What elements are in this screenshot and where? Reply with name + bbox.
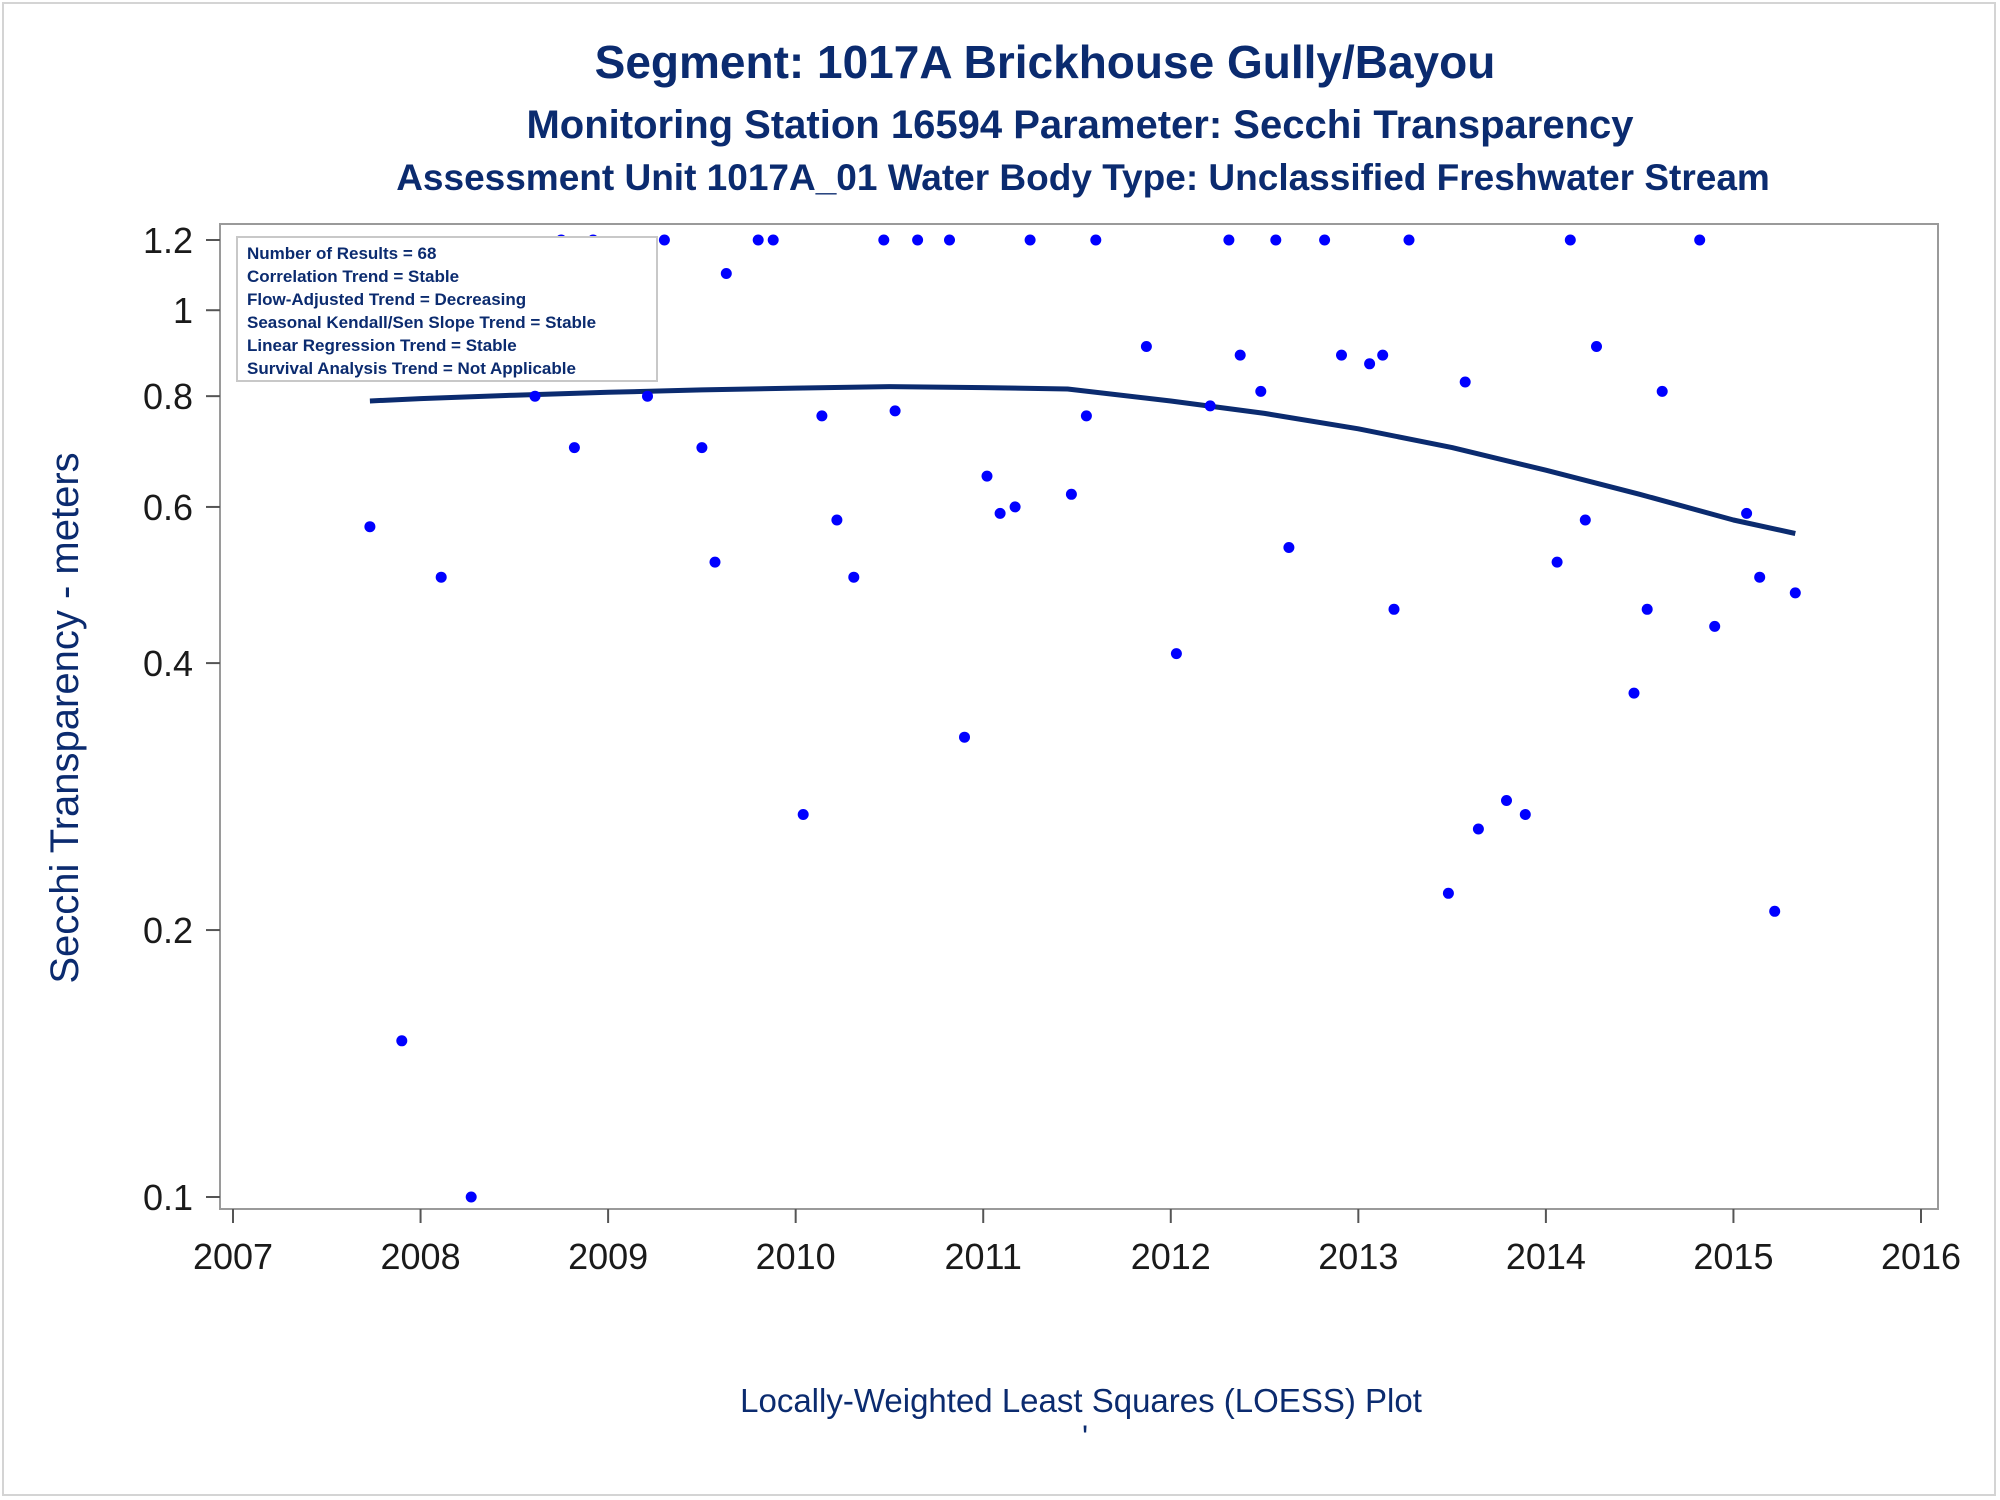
data-point-6 — [465, 1191, 477, 1203]
data-point-8 — [529, 390, 541, 402]
stats-line-correlation: Correlation Trend = Stable — [247, 267, 459, 286]
stats-line-flow-adjusted: Flow-Adjusted Trend = Decreasing — [247, 290, 526, 309]
data-point-17 — [720, 268, 732, 279]
x-axis: 2007 2008 2009 2010 2011 2012 2013 2014 2015 2016 — [193, 1209, 1961, 1277]
y-axis-title: Secchi Transparency - meters — [43, 452, 87, 983]
y-tick-label-0.4: 0.4 — [143, 643, 193, 684]
x-tick-label-2015: 2015 — [1693, 1236, 1773, 1277]
data-point-54 — [1519, 809, 1531, 820]
data-point-28 — [959, 731, 970, 743]
data-point-51 — [1459, 376, 1471, 388]
data-point-23 — [848, 571, 860, 583]
data-point-50 — [1442, 887, 1454, 899]
stats-line-linear-regression: Linear Regression Trend = Stable — [247, 336, 517, 355]
data-point-13 — [642, 390, 653, 402]
x-tick-label-2009: 2009 — [568, 1236, 648, 1277]
data-point-25 — [889, 405, 901, 417]
data-point-46 — [1364, 358, 1376, 370]
data-point-48 — [1388, 603, 1400, 615]
data-point-30 — [994, 507, 1006, 519]
data-point-21 — [816, 410, 828, 422]
data-point-34 — [1080, 410, 1092, 422]
data-point-49 — [1403, 234, 1415, 246]
data-point-37 — [1170, 648, 1182, 660]
chart-title: Segment: 1017A Brickhouse Gully/Bayou — [595, 36, 1496, 88]
data-point-67 — [1789, 587, 1801, 599]
data-point-27 — [944, 234, 955, 246]
data-point-58 — [1591, 341, 1602, 352]
data-point-19 — [767, 234, 779, 246]
data-point-52 — [1472, 823, 1484, 835]
x-axis-title: Locally-Weighted Least Squares (LOESS) P… — [740, 1382, 1422, 1419]
y-tick-label-0.8: 0.8 — [143, 376, 193, 417]
data-point-14 — [658, 234, 670, 246]
data-point-0 — [364, 521, 376, 533]
y-tick-label-0.1: 0.1 — [143, 1177, 193, 1218]
data-point-4 — [435, 571, 447, 583]
data-point-42 — [1270, 234, 1282, 246]
data-point-15 — [696, 442, 708, 454]
footnote-mark: ' — [1082, 1419, 1088, 1455]
data-point-53 — [1501, 795, 1512, 806]
y-tick-label-0.2: 0.2 — [143, 910, 193, 951]
data-point-43 — [1283, 542, 1295, 553]
data-point-63 — [1709, 620, 1721, 632]
loess-curve — [369, 384, 1796, 536]
y-tick-label-1: 1 — [173, 290, 193, 331]
y-tick-label-0.6: 0.6 — [143, 487, 193, 528]
stats-box: Number of Results = 68 Correlation Trend… — [236, 236, 658, 382]
plot-area — [219, 223, 1939, 1210]
data-point-35 — [1090, 234, 1102, 246]
stats-line-seasonal-kendall: Seasonal Kendall/Sen Slope Trend = Stabl… — [247, 313, 596, 332]
data-point-55 — [1551, 556, 1563, 568]
y-axis: 0.1 0.2 0.4 0.6 0.8 1 1.2 — [143, 220, 220, 1218]
data-point-33 — [1065, 488, 1077, 500]
data-point-39 — [1223, 234, 1235, 246]
data-point-36 — [1140, 341, 1152, 352]
x-tick-label-2016: 2016 — [1881, 1236, 1961, 1277]
data-point-29 — [981, 470, 993, 482]
x-tick-label-2007: 2007 — [193, 1236, 273, 1277]
data-point-45 — [1336, 349, 1347, 361]
x-tick-label-2010: 2010 — [756, 1236, 836, 1277]
data-point-20 — [797, 809, 809, 820]
y-tick-label-1.2: 1.2 — [143, 220, 193, 261]
data-point-16 — [709, 556, 721, 568]
x-tick-label-2014: 2014 — [1506, 1236, 1586, 1277]
data-point-32 — [1024, 234, 1036, 246]
data-point-62 — [1694, 234, 1706, 246]
data-point-31 — [1009, 501, 1021, 513]
data-point-56 — [1564, 234, 1576, 246]
x-tick-label-2008: 2008 — [381, 1236, 461, 1277]
data-point-65 — [1754, 571, 1766, 583]
data-point-47 — [1377, 349, 1389, 361]
data-point-44 — [1319, 234, 1331, 246]
data-point-22 — [831, 514, 843, 526]
data-point-57 — [1579, 514, 1591, 526]
data-point-64 — [1741, 507, 1753, 519]
x-tick-label-2012: 2012 — [1131, 1236, 1211, 1277]
data-point-41 — [1255, 385, 1267, 397]
data-point-66 — [1769, 905, 1781, 917]
stats-box-frame — [236, 236, 658, 382]
data-point-40 — [1234, 349, 1246, 361]
data-point-10 — [568, 442, 580, 454]
chart-subtitle: Monitoring Station 16594 Parameter: Secc… — [526, 103, 1634, 147]
x-tick-label-2013: 2013 — [1318, 1236, 1398, 1277]
stats-line-results: Number of Results = 68 — [247, 244, 436, 263]
data-point-60 — [1641, 603, 1653, 615]
loess-layer — [369, 384, 1796, 536]
x-tick-label-2011: 2011 — [945, 1236, 1022, 1277]
data-point-59 — [1628, 687, 1640, 699]
chart-subtitle-2: Assessment Unit 1017A_01 Water Body Type… — [396, 157, 1770, 198]
data-point-61 — [1656, 385, 1668, 397]
data-point-18 — [752, 234, 764, 246]
data-point-24 — [878, 234, 890, 246]
data-point-38 — [1204, 400, 1216, 412]
stats-line-survival: Survival Analysis Trend = Not Applicable — [247, 359, 576, 378]
data-point-2 — [396, 1035, 408, 1047]
data-point-26 — [912, 234, 924, 246]
